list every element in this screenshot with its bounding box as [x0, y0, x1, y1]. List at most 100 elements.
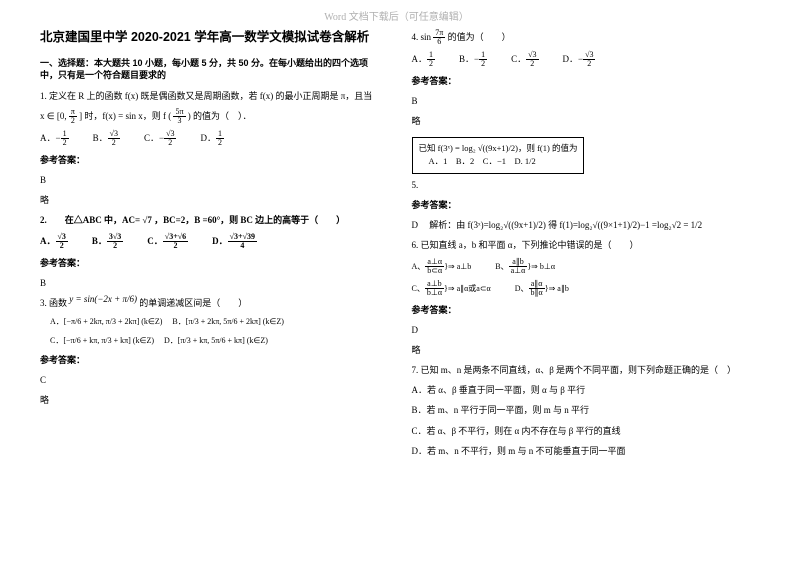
q1-l2-pre: x ∈ [0, — [40, 111, 69, 121]
left-column: 北京建国里中学 2020-2021 学年高一数学文模拟试卷含解析 一、选择题：本… — [40, 29, 382, 463]
q1-l2-end: ) 的值为（ ）． — [188, 111, 252, 121]
q2-opt-d: D．√3+√394 — [212, 233, 257, 251]
frac-den: 3 — [173, 117, 185, 126]
frac-den: 2 — [107, 242, 123, 251]
q1-opt-c: C．−√32 — [144, 130, 176, 148]
q6-opts-ab: A、a⊥αb⊂α}⇒ a⊥b B、a∥ba⊥α}⇒ b⊥α — [412, 258, 754, 276]
q1-ans: B — [40, 172, 382, 188]
frac-den: 6 — [433, 38, 445, 47]
q6-text: 6. 已知直线 a，b 和平面 α，下列推论中错误的是（ ） — [412, 237, 754, 253]
q6-opts-cd: C、a⊥bb⊥α}⇒ a∥α或a⊂α D、a∥αb∥α}⇒ a∥b — [412, 280, 754, 298]
q7-opt-a: A．若 α、β 垂直于同一平面，则 α 与 β 平行 — [412, 382, 754, 398]
q1-opt-b: B．√32 — [93, 130, 120, 148]
q4-opt-a: A．12 — [412, 51, 436, 69]
ans-label: 参考答案： — [40, 352, 382, 368]
impl: ⇒ a∥α或a⊂α — [448, 283, 491, 292]
doc-title: 北京建国里中学 2020-2021 学年高一数学文模拟试卷含解析 — [40, 29, 382, 47]
q5-explain: 解析：由 f(3ˣ)=log₂√((9x+1)/2) 得 f(1)=log₂√(… — [429, 220, 702, 230]
q3-formula: y = sin(−2x + π/6) — [69, 294, 137, 304]
impl: ⇒ b⊥α — [531, 261, 555, 270]
q7-opt-b: B．若 m、n 平行于同一平面，则 m 与 n 平行 — [412, 402, 754, 418]
q6-opt-d: D、a∥αb∥α}⇒ a∥b — [515, 280, 569, 298]
q2-options: A．√32 B．3√32 C．√3+√62 D．√3+√394 — [40, 233, 382, 251]
q1-opt-d: D．12 — [200, 130, 224, 148]
q7-opt-c: C．若 α、β 不平行，则在 α 内不存在与 β 平行的直线 — [412, 423, 754, 439]
q1-opt-a: A．−12 — [40, 130, 69, 148]
frac-den: 2 — [69, 117, 77, 126]
q4-brief: 略 — [412, 113, 754, 129]
q5-ans: D 解析：由 f(3ˣ)=log₂√((9x+1)/2) 得 f(1)=log₂… — [412, 217, 754, 233]
ans-label: 参考答案： — [40, 152, 382, 168]
frac-den: 2 — [583, 60, 595, 69]
q3-opts-cd: C．[−π/6 + kπ, π/3 + kπ] (k∈Z) D．[π/3 + k… — [40, 334, 382, 348]
frac-den: b⊥α — [425, 289, 444, 298]
q6-opt-c: C、a⊥bb⊥α}⇒ a∥α或a⊂α — [412, 280, 491, 298]
section-heading: 一、选择题：本大题共 10 小题，每小题 5 分，共 50 分。在每小题给出的四… — [40, 57, 382, 82]
frac-den: 2 — [479, 60, 487, 69]
q6-ans: D — [412, 322, 754, 338]
q1-line2: x ∈ [0, π2 ] 时，f(x) = sin x，则 f ( 5π3 ) … — [40, 108, 382, 126]
q1-options: A．−12 B．√32 C．−√32 D．12 — [40, 130, 382, 148]
q4-ans: B — [412, 93, 754, 109]
q1-brief: 略 — [40, 192, 382, 208]
ans-label: 参考答案： — [412, 73, 754, 89]
q3-opt-a: [−π/6 + 2kπ, π/3 + 2kπ] (k∈Z) — [64, 317, 163, 326]
frac-den: 2 — [526, 60, 538, 69]
q5-ans-letter: D — [412, 220, 419, 230]
q4-opt-c: C．√32 — [511, 51, 538, 69]
q3-text: 3. 函数 y = sin(−2x + π/6) 的单调递减区间是（ ） — [40, 295, 382, 311]
q3-opt-c: [−π/6 + kπ, π/3 + kπ] (k∈Z) — [63, 336, 154, 345]
frac-den: b∥α — [529, 289, 545, 298]
q5-num: 5. — [412, 177, 754, 193]
q4-opt-d: D．−√32 — [563, 51, 596, 69]
q5-box-l1: 已知 f(3ˣ) = log₂ √((9x+1)/2)，则 f(1) 的值为 — [419, 142, 578, 156]
q2-ans: B — [40, 275, 382, 291]
frac-den: 2 — [56, 242, 68, 251]
frac-den: 2 — [61, 139, 69, 148]
frac-den: 2 — [216, 139, 224, 148]
q3-lead: 3. 函数 — [40, 298, 67, 308]
frac-den: 2 — [108, 139, 120, 148]
half-pi-frac: π2 — [69, 108, 77, 126]
q1-l2-post: ] 时，f(x) = sin x，则 f ( — [79, 111, 171, 121]
q4-opt-b: B．−12 — [459, 51, 487, 69]
q4-lead: 4. sin — [412, 32, 432, 42]
q3-opt-b: [π/3 + 2kπ, 5π/6 + 2kπ] (k∈Z) — [186, 317, 284, 326]
q4-frac: 7π6 — [433, 29, 445, 47]
frac-den: a⊥α — [509, 267, 528, 276]
ans-label: 参考答案： — [40, 255, 382, 271]
frac-den: 4 — [228, 242, 257, 251]
q5-box: 已知 f(3ˣ) = log₂ √((9x+1)/2)，则 f(1) 的值为 A… — [412, 137, 585, 174]
q3-opt-d: [π/3 + kπ, 5π/6 + kπ] (k∈Z) — [178, 336, 268, 345]
ans-label: 参考答案： — [412, 197, 754, 213]
q7-opt-d: D．若 m、n 不平行，则 m 与 n 不可能垂直于同一平面 — [412, 443, 754, 459]
q6-brief: 略 — [412, 342, 754, 358]
q3-opts-ab: A．[−π/6 + 2kπ, π/3 + 2kπ] (k∈Z) B．[π/3 +… — [40, 315, 382, 329]
q6-opt-b: B、a∥ba⊥α}⇒ b⊥α — [495, 258, 555, 276]
ans-label: 参考答案： — [412, 302, 754, 318]
q4-tail: 的值为（ ） — [448, 32, 511, 42]
frac-den: b⊂α — [425, 267, 444, 276]
content-columns: 北京建国里中学 2020-2021 学年高一数学文模拟试卷含解析 一、选择题：本… — [0, 29, 793, 463]
q3-ans: C — [40, 372, 382, 388]
q1-line1: 1. 定义在 R 上的函数 f(x) 既是偶函数又是周期函数，若 f(x) 的最… — [40, 88, 382, 104]
q3-brief: 略 — [40, 392, 382, 408]
q3-tail: 的单调递减区间是（ ） — [139, 298, 247, 308]
q5-box-l2: A．1 B．2 C．−1 D. 1/2 — [419, 155, 578, 169]
frac-den: 2 — [164, 139, 176, 148]
q4-text: 4. sin 7π6 的值为（ ） — [412, 29, 754, 47]
q2-opt-a: A．√32 — [40, 233, 68, 251]
q2-opt-b: B．3√32 — [92, 233, 123, 251]
q6-opt-a: A、a⊥αb⊂α}⇒ a⊥b — [412, 258, 472, 276]
impl: ⇒ a∥b — [549, 283, 569, 292]
q2-opt-c: C．√3+√62 — [147, 233, 188, 251]
frac-den: 2 — [427, 60, 435, 69]
page-header: Word 文档下载后（可任意编辑） — [0, 0, 793, 29]
q2-text: 2. 在△ABC 中，AC= √7 ，BC=2，B =60°，则 BC 边上的高… — [40, 212, 382, 228]
right-column: 4. sin 7π6 的值为（ ） A．12 B．−12 C．√32 D．−√3… — [412, 29, 754, 463]
fivepi3-frac: 5π3 — [173, 108, 185, 126]
impl: ⇒ a⊥b — [448, 261, 471, 270]
q7-text: 7. 已知 m、n 是两条不同直线，α、β 是两个不同平面，则下列命题正确的是（… — [412, 362, 754, 378]
q5-box-wrap: 已知 f(3ˣ) = log₂ √((9x+1)/2)，则 f(1) 的值为 A… — [412, 134, 754, 177]
frac-den: 2 — [163, 242, 188, 251]
